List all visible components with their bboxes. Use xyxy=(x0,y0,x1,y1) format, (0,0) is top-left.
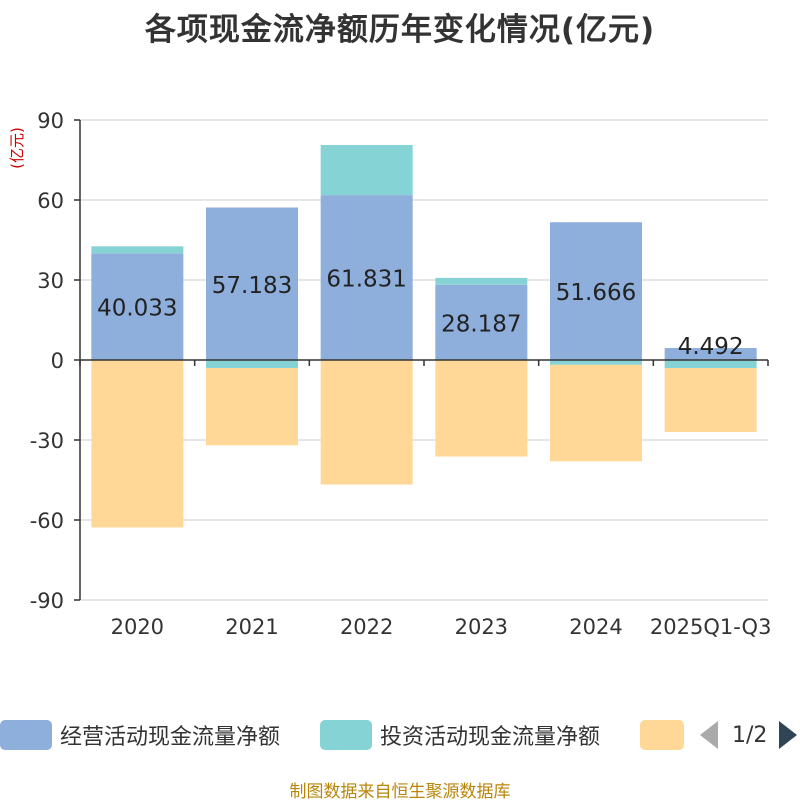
source-note: 制图数据来自恒生聚源数据库 xyxy=(289,782,511,802)
bar-operating-2021 xyxy=(206,207,298,360)
bar-operating-2025Q1-Q3 xyxy=(664,348,757,360)
bar-operating-2020 xyxy=(91,253,184,360)
legend-swatch-investing xyxy=(320,720,372,750)
y-tick-label: -90 xyxy=(30,589,64,613)
bar-investing-2023 xyxy=(435,277,528,285)
data-label-operating: 51.666 xyxy=(556,280,636,306)
x-tick-label: 2022 xyxy=(340,615,393,639)
data-label-operating: 61.831 xyxy=(326,267,406,293)
data-label-operating: 40.033 xyxy=(97,296,177,322)
bar-layer xyxy=(91,144,757,528)
y-axis-unit-label: (亿元) xyxy=(8,127,26,169)
legend-swatch-financing xyxy=(640,720,684,750)
bar-investing-2020 xyxy=(91,246,184,254)
grid-layer xyxy=(80,119,768,601)
bar-financing-2021 xyxy=(206,368,298,446)
x-tick-label: 2024 xyxy=(569,615,622,639)
bar-financing-2025Q1-Q3 xyxy=(664,368,757,432)
cash-flow-chart: 90 60 30 0 -30 -60 -90 (亿元) 2020 2021 2022 2023 2024… xyxy=(8,109,771,639)
y-tick-label: 90 xyxy=(37,109,64,133)
bar-financing-2022 xyxy=(320,360,413,485)
data-label-operating: 28.187 xyxy=(441,311,521,337)
y-tick-label: -60 xyxy=(30,509,64,533)
legend-item-operating[interactable]: 经营活动现金流量净额 xyxy=(0,716,280,754)
x-tick-label: 2020 xyxy=(111,615,164,639)
bar-operating-2022 xyxy=(320,195,413,360)
legend-prev-page-icon[interactable] xyxy=(700,721,718,749)
legend-label-operating: 经营活动现金流量净额 xyxy=(60,725,281,750)
label-layer: 40.033 57.183 61.831 28.187 51.666 4.492 xyxy=(97,267,744,360)
bar-investing-2022 xyxy=(320,144,413,196)
legend-pager: 1/2 xyxy=(700,716,798,754)
bar-financing-2023 xyxy=(435,360,528,457)
bar-investing-2024 xyxy=(550,360,642,365)
data-label-operating: 57.183 xyxy=(212,273,292,299)
bar-financing-2020 xyxy=(91,360,184,528)
legend-swatch-operating xyxy=(0,720,52,750)
x-tick-label: 2021 xyxy=(225,615,278,639)
y-tick-label: -30 xyxy=(30,429,64,453)
data-label-operating: 4.492 xyxy=(678,334,744,360)
bar-investing-2021 xyxy=(206,360,298,368)
legend-label-investing: 投资活动现金流量净额 xyxy=(380,725,601,750)
bar-financing-2024 xyxy=(550,364,642,462)
legend-next-page-icon[interactable] xyxy=(779,721,798,749)
y-tick-label: 0 xyxy=(51,349,64,373)
y-tick-label: 60 xyxy=(37,189,64,213)
legend-item-investing[interactable]: 投资活动现金流量净额 xyxy=(320,716,600,754)
legend: 经营活动现金流量净额 投资活动现金流量净额 1/2 xyxy=(0,716,800,754)
x-tick-label: 2023 xyxy=(455,615,508,639)
legend-item-financing[interactable] xyxy=(640,716,684,754)
x-tick-label: 2025Q1-Q3 xyxy=(650,615,772,639)
bar-investing-2025Q1-Q3 xyxy=(664,360,757,368)
axis-layer: 90 60 30 0 -30 -60 -90 (亿元) 2020 2021 2022 2023 2024… xyxy=(8,109,771,639)
bar-operating-2023 xyxy=(435,284,528,360)
legend-page-indicator: 1/2 xyxy=(732,722,768,748)
y-tick-label: 30 xyxy=(37,269,64,293)
bar-operating-2024 xyxy=(550,222,642,360)
chart-title: 各项现金流净额历年变化情况(亿元) xyxy=(144,12,656,48)
